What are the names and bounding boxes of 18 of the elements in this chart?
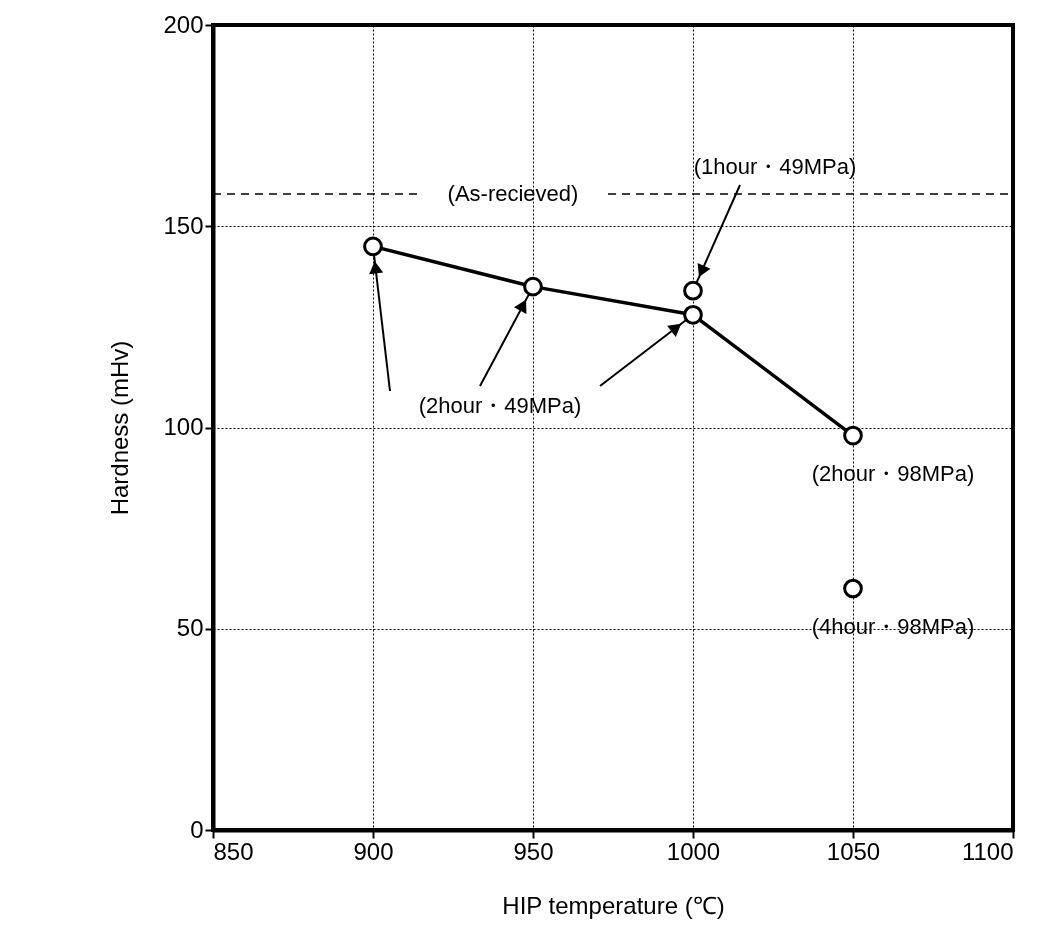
y-tick-label: 50: [176, 614, 204, 642]
y-axis-title: Hardness (mHv): [106, 340, 134, 516]
x-tick-label: 850: [213, 837, 254, 865]
annotation: (4hour・98MPa): [811, 613, 975, 639]
x-axis-title: HIP temperature (℃): [502, 891, 725, 919]
x-tick-label: 950: [513, 837, 554, 865]
y-tick-label: 150: [163, 211, 204, 239]
y-tick-label: 200: [163, 10, 204, 38]
x-tick-label: 1000: [666, 837, 721, 865]
x-tick-label: 1100: [961, 837, 1014, 865]
y-tick-label: 100: [163, 413, 204, 440]
y-tick-label: 0: [190, 815, 204, 843]
annotation: (2hour・49MPa): [418, 393, 582, 418]
annotation: (2hour・98MPa): [811, 460, 975, 486]
annotation: (1hour・49MPa): [693, 154, 857, 179]
x-tick-label: 1050: [826, 837, 881, 865]
ref-line-label: (As-recieved): [447, 181, 579, 207]
x-tick-label: 900: [353, 837, 394, 865]
